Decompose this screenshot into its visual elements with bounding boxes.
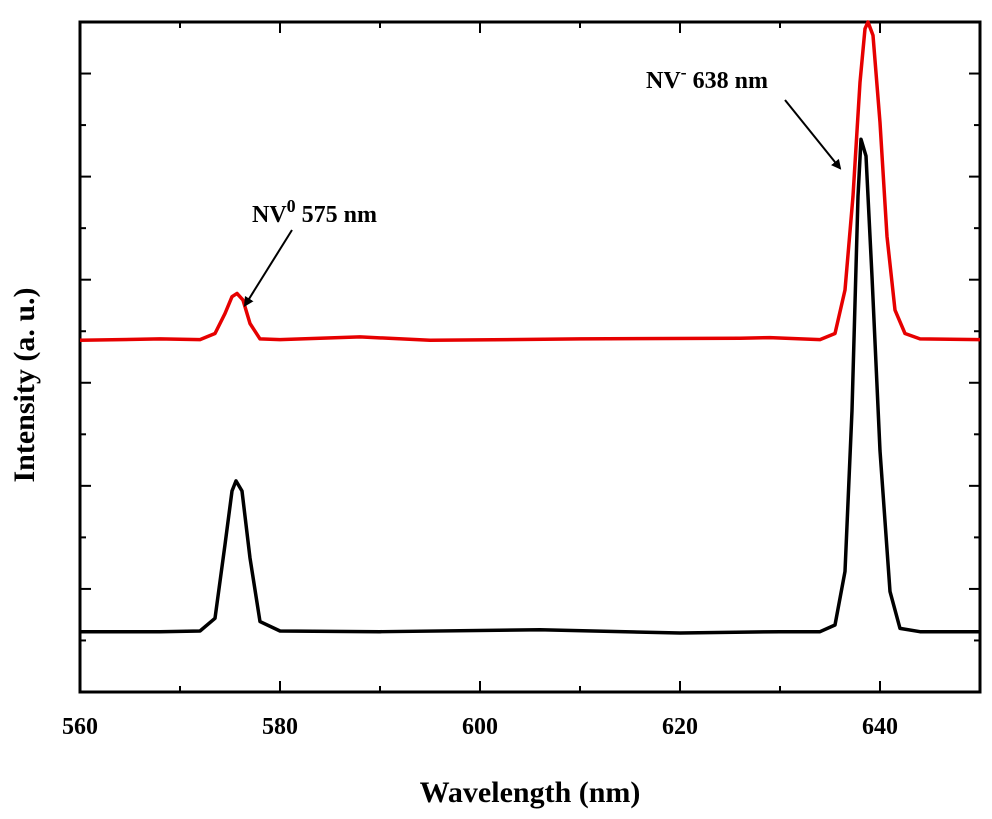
peak-annotation: NV- 638 nm [646,62,768,94]
series-layer [79,20,981,635]
x-tick-label: 620 [662,714,698,740]
y-axis-ticks [80,72,980,642]
x-axis-ticks: 560 580 600 620 640 [62,22,981,740]
x-tick-label: 640 [862,714,898,740]
peak-annotation: NV0 575 nm [252,196,377,228]
annotation-arrow [784,99,842,170]
plot-frame [78,20,982,694]
x-tick-label: 600 [462,714,498,740]
annotation-arrow [243,229,293,308]
series-line-1 [79,20,981,343]
series-line-2 [80,137,980,635]
x-tick-label: 560 [62,714,98,740]
x-axis-label: Wavelength (nm) [420,776,641,809]
x-tick-label: 580 [262,714,298,740]
y-axis-label: Intensity (a. u.) [8,287,41,482]
annotation-layer: NV0 575 nm NV- 638 nm [243,62,842,308]
